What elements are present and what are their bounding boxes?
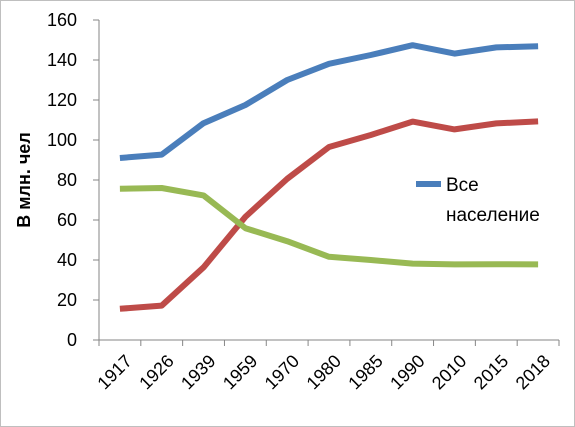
y-tick-label: 20 (57, 290, 77, 310)
y-axis-title: В млн. чел (14, 132, 34, 228)
legend-label-line2: население (446, 205, 540, 226)
y-tick-label: 40 (57, 250, 77, 270)
legend: Все население (416, 175, 540, 226)
y-tick-label: 120 (47, 90, 77, 110)
y-tick-label: 100 (47, 130, 77, 150)
y-tick-label: 0 (67, 330, 77, 350)
series-line-3 (119, 185, 539, 268)
y-tick-label: 160 (47, 10, 77, 30)
y-tick-label: 140 (47, 50, 77, 70)
series-line-1 (119, 42, 539, 161)
y-tick-label: 60 (57, 210, 77, 230)
series-layer (119, 42, 539, 312)
legend-label: Все (446, 175, 479, 196)
y-tick-label: 80 (57, 170, 77, 190)
series-line-2 (119, 118, 539, 312)
